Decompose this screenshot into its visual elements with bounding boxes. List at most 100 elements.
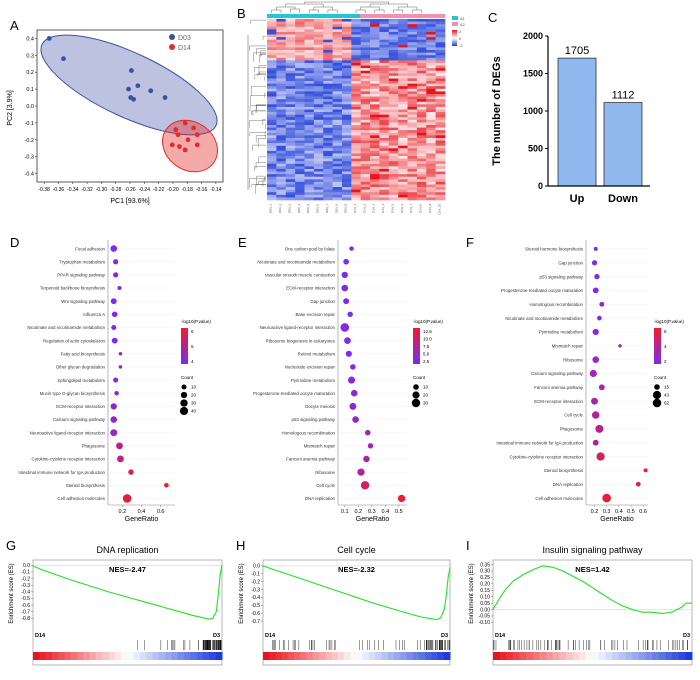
legend-a1-swatch bbox=[452, 16, 458, 20]
heatmap-cell bbox=[313, 52, 324, 56]
heatmap-cell bbox=[388, 197, 399, 201]
heatmap-cell bbox=[304, 132, 315, 136]
pca-point-d14 bbox=[175, 132, 181, 138]
heatmap-cell bbox=[398, 140, 408, 144]
heatmap-cell bbox=[313, 55, 324, 59]
dotplot-term-label: Mucin type O-glycan biosynthesis bbox=[40, 391, 106, 396]
heatmap-cell bbox=[370, 78, 380, 82]
heatmap-cell bbox=[295, 73, 305, 77]
heatmap-cell bbox=[267, 137, 277, 141]
heatmap-cell bbox=[276, 88, 287, 92]
heatmap-cell bbox=[388, 39, 399, 43]
dotplot-x-tick-label: 0.5 bbox=[395, 509, 403, 515]
heatmap-cell bbox=[370, 91, 380, 95]
dotplot-size-legend-dot bbox=[180, 399, 188, 407]
heatmap-column-label: D03_2 bbox=[278, 204, 282, 213]
heatmap-cell bbox=[398, 122, 408, 126]
heatmap-cell bbox=[388, 26, 399, 30]
heatmap-cell bbox=[435, 168, 446, 172]
heatmap-cell bbox=[435, 24, 446, 28]
dotplot-point bbox=[363, 455, 370, 463]
heatmap-cell bbox=[370, 99, 380, 103]
dotplot-point bbox=[343, 298, 350, 305]
heatmap-cell bbox=[370, 117, 380, 121]
heatmap-cell bbox=[360, 44, 371, 48]
heatmap-cell bbox=[341, 81, 352, 84]
gsea-rank-bar-segment bbox=[300, 652, 308, 660]
heatmap-cell bbox=[332, 50, 343, 53]
heatmap-cell bbox=[313, 140, 324, 144]
heatmap-cell bbox=[398, 161, 408, 165]
heatmap-cell bbox=[388, 91, 399, 95]
heatmap-cell bbox=[267, 132, 277, 136]
heatmap-cell bbox=[341, 192, 352, 196]
heatmap-cell bbox=[267, 135, 277, 139]
dotplot-color-legend-title: -log10(P.value) bbox=[181, 319, 211, 324]
gsea-y-tick-label: -0.05 bbox=[479, 614, 491, 620]
heatmap-cell bbox=[304, 78, 315, 82]
heatmap-cell bbox=[379, 75, 390, 79]
heatmap-cell bbox=[416, 137, 427, 141]
heatmap-cell bbox=[351, 117, 361, 121]
heatmap-cell bbox=[276, 78, 287, 82]
heatmap-cell bbox=[370, 26, 380, 30]
dotplot-term-label: Focal adhesion bbox=[75, 246, 105, 251]
gsea-rank-bar-segment bbox=[294, 652, 301, 660]
heatmap-cell bbox=[285, 68, 296, 72]
group-bar-d14 bbox=[360, 14, 445, 18]
heatmap-cell bbox=[426, 156, 436, 159]
heatmap-cell bbox=[407, 47, 418, 51]
heatmap-cell bbox=[351, 179, 361, 183]
heatmap-cell bbox=[341, 179, 352, 183]
heatmap-cell bbox=[295, 31, 305, 35]
heatmap-cell bbox=[360, 34, 371, 38]
gsea-rank-bar-segment bbox=[368, 652, 376, 660]
heatmap-cell bbox=[304, 145, 315, 149]
heatmap-cell bbox=[276, 39, 287, 43]
heatmap-cell bbox=[435, 44, 446, 48]
heatmap-cell bbox=[379, 125, 390, 128]
heatmap-cell bbox=[416, 156, 427, 159]
gsea-rank-bar-segment bbox=[592, 652, 600, 660]
heatmap-cell bbox=[379, 130, 390, 134]
heatmap-cell bbox=[388, 21, 399, 25]
heatmap-cell bbox=[267, 125, 277, 128]
heatmap-cell bbox=[341, 96, 352, 100]
heatmap-cell bbox=[435, 39, 446, 43]
heatmap-cell bbox=[416, 197, 427, 201]
heatmap-cell bbox=[435, 55, 446, 59]
heatmap-cell bbox=[341, 47, 352, 51]
heatmap-cell bbox=[341, 24, 352, 28]
heatmap-cell bbox=[285, 197, 296, 201]
heatmap-cell bbox=[426, 161, 436, 165]
heatmap-cell bbox=[276, 57, 287, 61]
gsea-y-tick-label: -0.10 bbox=[479, 620, 491, 626]
heatmap-cell bbox=[360, 37, 371, 40]
heatmap-cell bbox=[323, 109, 333, 113]
heatmap-cell bbox=[276, 112, 287, 115]
heatmap-cell bbox=[267, 42, 277, 46]
heatmap-cell bbox=[313, 106, 324, 110]
heatmap-column-label: D03_1 bbox=[269, 204, 273, 213]
gsea-rank-bar-segment bbox=[108, 652, 116, 660]
heatmap-cell bbox=[341, 60, 352, 64]
heatmap-cell bbox=[313, 75, 324, 79]
gsea-y-tick-label: 0.20 bbox=[480, 582, 490, 588]
heatmap-cell bbox=[407, 114, 418, 118]
heatmap-cell bbox=[341, 42, 352, 46]
heatmap-cell bbox=[332, 189, 343, 193]
dotplot-term-label: Intestinal immune network for IgA produc… bbox=[18, 470, 105, 475]
heatmap-cell bbox=[313, 39, 324, 43]
heatmap-cell bbox=[379, 112, 390, 115]
heatmap-cell bbox=[295, 104, 305, 108]
heatmap-cell bbox=[360, 86, 371, 90]
gsea-g-panel: DNA replication0.0-0.1-0.2-0.3-0.4-0.5-0… bbox=[9, 545, 223, 666]
heatmap-cell bbox=[407, 78, 418, 82]
heatmap-cell bbox=[370, 101, 380, 105]
heatmap-cell bbox=[276, 135, 287, 139]
gsea-rank-bar-segment bbox=[645, 652, 653, 660]
heatmap-cell bbox=[267, 60, 277, 64]
heatmap-cell bbox=[323, 65, 333, 69]
heatmap-cell bbox=[313, 83, 324, 87]
heatmap-cell bbox=[360, 75, 371, 79]
